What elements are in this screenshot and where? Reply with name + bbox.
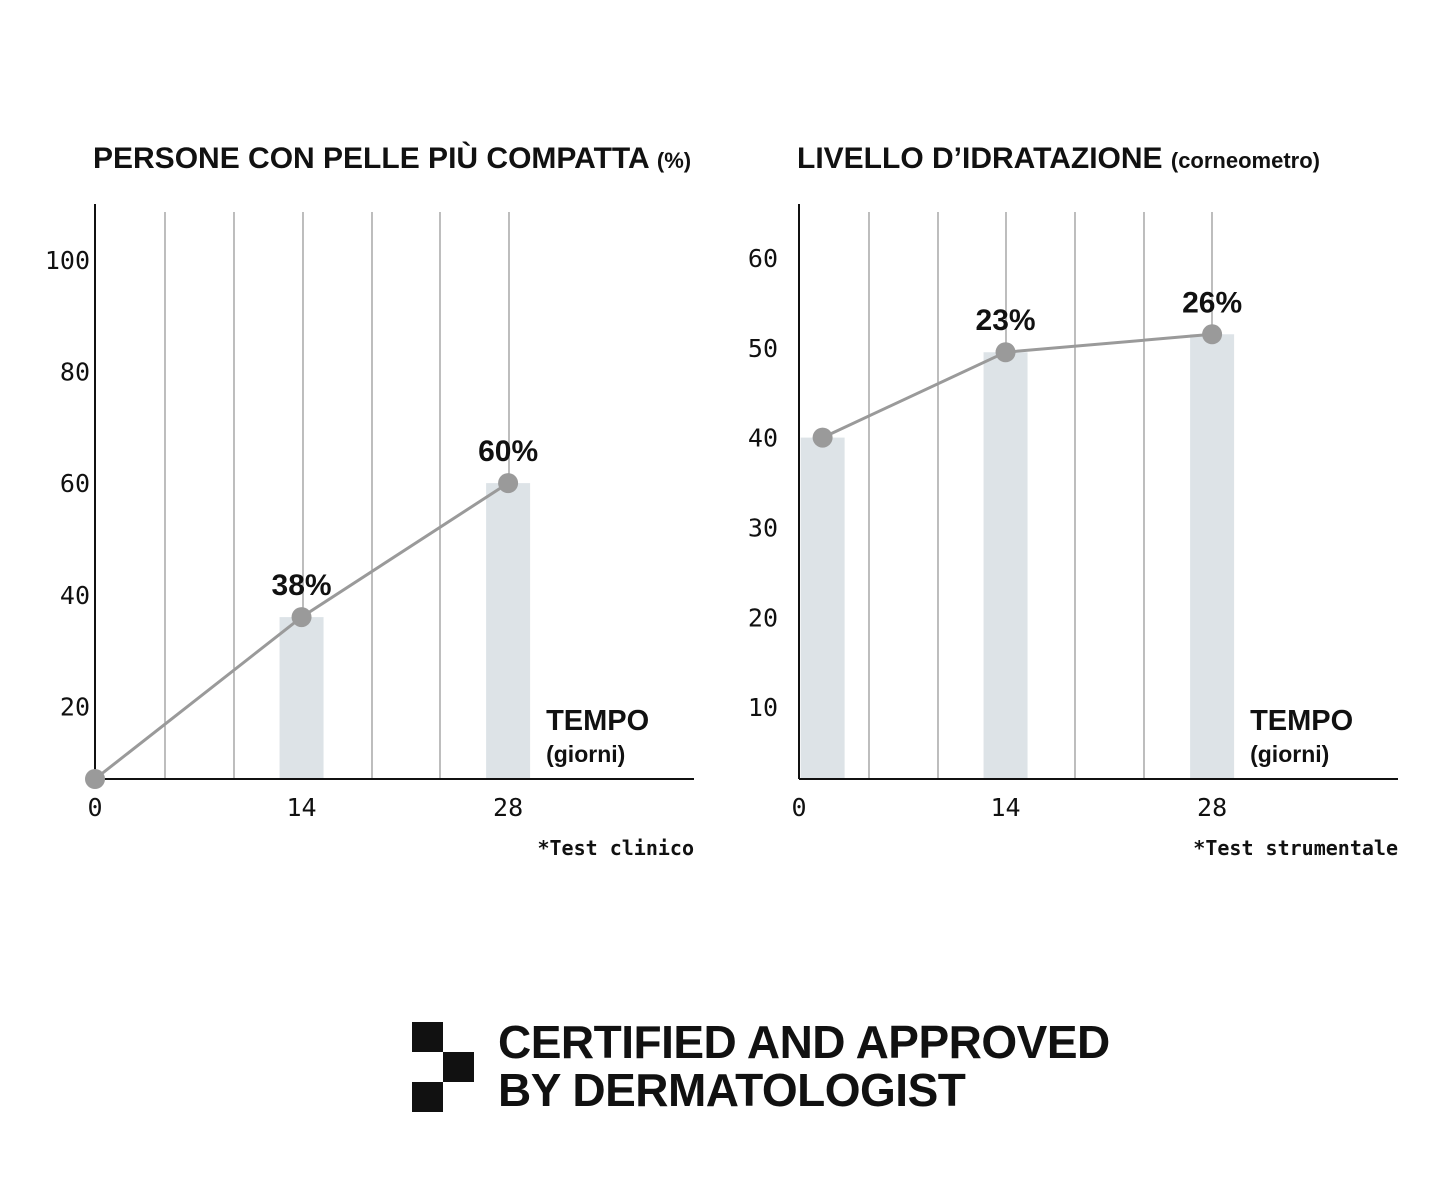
chart-2: LIVELLO D’IDRATAZIONE (corneometro) 23% 26… xyxy=(748,142,1398,860)
x-axis-unit: (giorni) xyxy=(546,741,625,767)
y-tick-label: 80 xyxy=(60,357,90,386)
chart-title: PERSONE CON PELLE PIÙ COMPATTA (%) xyxy=(93,141,691,175)
x-tick-label: 0 xyxy=(791,793,806,822)
badge-line-2: BY DERMATOLOGIST xyxy=(498,1064,966,1116)
y-tick-label: 20 xyxy=(748,603,778,632)
badge-line-1: CERTIFIED AND APPROVED xyxy=(498,1016,1110,1068)
x-tick-label: 14 xyxy=(990,793,1020,822)
x-axis-label: TEMPO xyxy=(546,705,649,737)
data-point xyxy=(85,769,105,789)
data-point xyxy=(1202,324,1223,345)
test-note: *Test clinico xyxy=(537,836,694,860)
x-tick-label: 28 xyxy=(1197,793,1227,822)
data-point xyxy=(812,427,833,448)
certification-badge: CERTIFIED AND APPROVED BY DERMATOLOGIST xyxy=(412,1018,1110,1114)
bar xyxy=(279,617,324,779)
y-tick-label: 60 xyxy=(748,244,778,273)
x-tick-label: 14 xyxy=(286,793,316,822)
bar xyxy=(486,483,531,779)
chart-title: LIVELLO D’IDRATAZIONE (corneometro) xyxy=(797,142,1320,175)
chart-title-main: PERSONE CON PELLE PIÙ COMPATTA xyxy=(93,141,657,175)
y-tick-label: 10 xyxy=(748,693,778,722)
data-point xyxy=(498,473,519,494)
y-tick-label: 40 xyxy=(748,424,778,453)
checker-icon xyxy=(412,1022,474,1112)
data-point xyxy=(291,607,312,628)
data-label: 26% xyxy=(1182,286,1242,319)
data-point xyxy=(995,342,1016,363)
badge-text: CERTIFIED AND APPROVED BY DERMATOLOGIST xyxy=(498,1016,1110,1116)
data-label: 60% xyxy=(478,435,538,468)
y-tick-label: 30 xyxy=(748,513,778,542)
data-label: 23% xyxy=(976,304,1036,337)
y-tick-label: 40 xyxy=(60,581,90,610)
x-tick-label: 28 xyxy=(493,793,523,822)
bar xyxy=(983,352,1028,779)
y-tick-label: 100 xyxy=(45,246,90,275)
x-axis-unit: (giorni) xyxy=(1250,741,1329,767)
x-axis-label: TEMPO xyxy=(1250,705,1353,737)
chart-title-main: LIVELLO D’IDRATAZIONE xyxy=(797,142,1171,175)
chart-title-unit: (%) xyxy=(657,148,691,173)
data-label: 38% xyxy=(272,569,332,602)
x-tick-label: 0 xyxy=(87,793,102,822)
charts-area: PERSONE CON PELLE PIÙ COMPATTA (%) 38% 60%… xyxy=(45,141,1398,860)
chart-1: PERSONE CON PELLE PIÙ COMPATTA (%) 38% 60%… xyxy=(45,141,694,860)
test-note: *Test strumentale xyxy=(1193,836,1398,860)
bar xyxy=(1190,334,1235,779)
y-tick-label: 60 xyxy=(60,469,90,498)
y-tick-label: 20 xyxy=(60,692,90,721)
y-tick-label: 50 xyxy=(748,334,778,363)
bar xyxy=(800,437,845,779)
chart-title-unit: (corneometro) xyxy=(1171,148,1320,173)
